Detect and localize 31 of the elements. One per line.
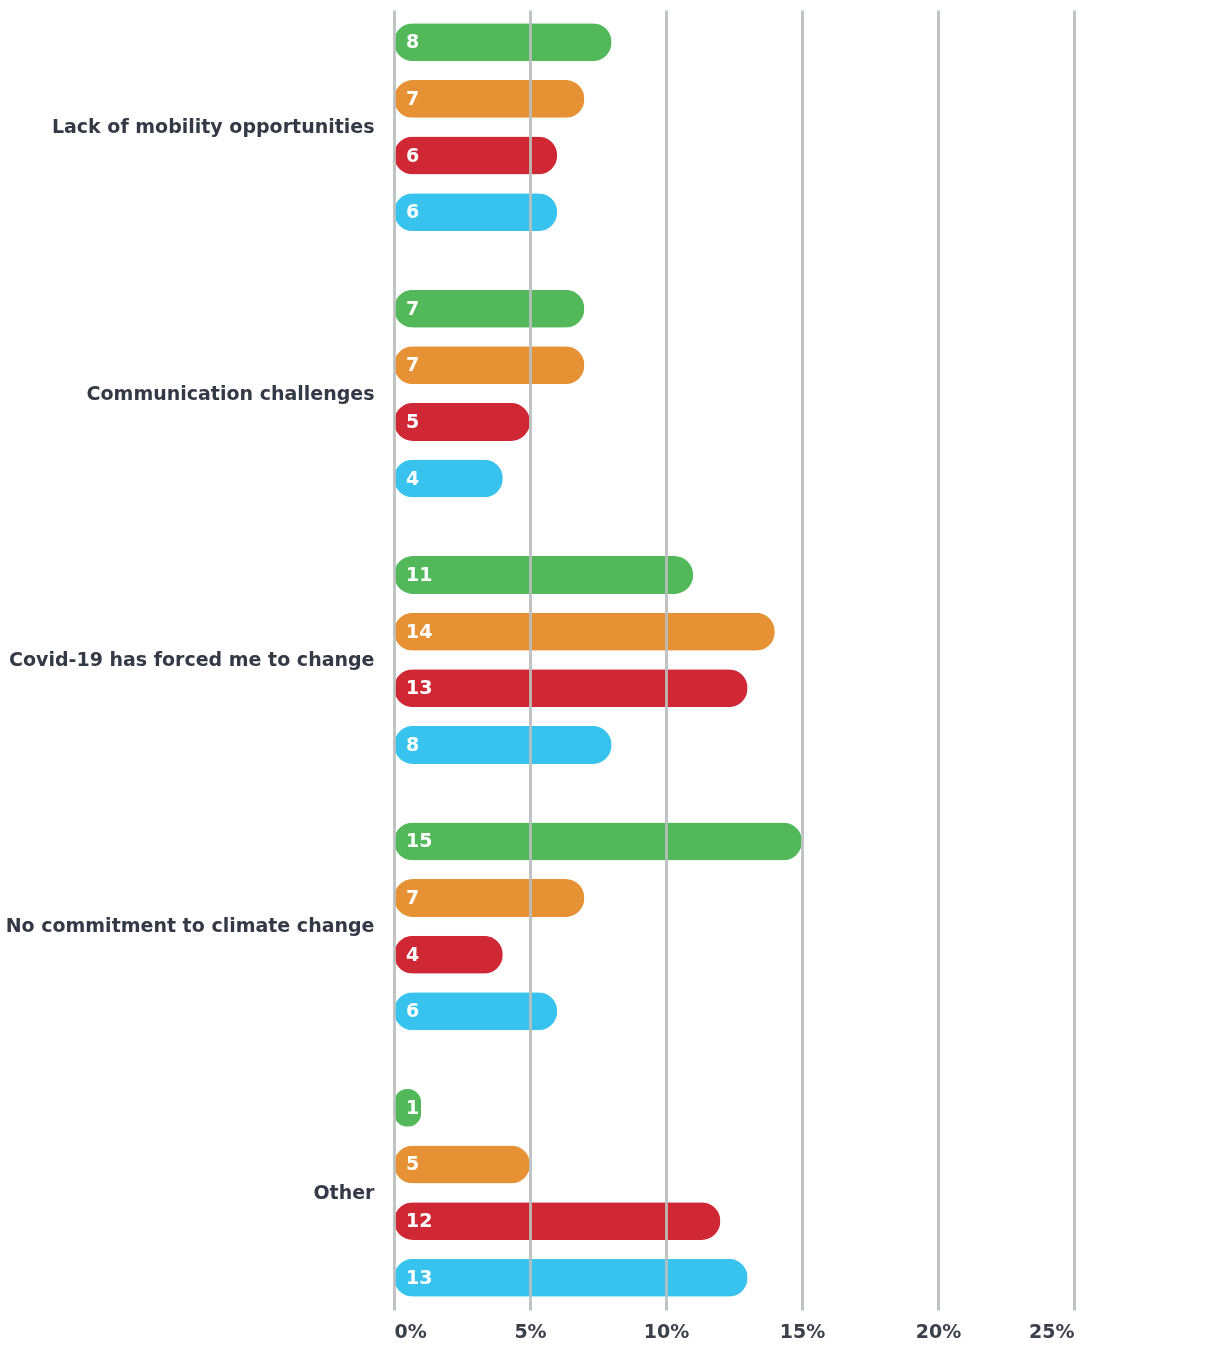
data-label: 15 [406,829,433,852]
data-label: 6 [406,200,420,223]
data-label: 1 [406,1095,420,1118]
data-label: 6 [406,143,420,166]
data-label: 8 [406,732,420,755]
x-tick-label: 15% [779,1319,826,1342]
data-label: 8 [406,30,420,53]
data-label: 13 [406,1265,433,1288]
x-tick-label: 5% [514,1319,547,1342]
y-tick-label: Other [313,1180,376,1203]
y-tick-label: Covid-19 has forced me to change [9,648,375,670]
data-label: 11 [406,563,433,586]
data-label: 4 [406,466,420,489]
data-label: 7 [406,353,420,376]
data-label: 12 [406,1209,433,1232]
y-tick-label: No commitment to climate change [5,914,375,937]
data-label: 4 [406,942,420,965]
y-tick-label: Communication challenges [86,381,375,404]
data-label: 13 [406,676,433,699]
x-tick-label: 0% [394,1319,427,1342]
data-label: 5 [406,1152,420,1175]
data-label: 14 [406,619,433,642]
data-label: 5 [406,409,420,432]
data-label: 7 [406,86,420,109]
x-tick-label: 10% [643,1319,690,1342]
y-tick-label: Lack of mobility opportunities [51,115,375,138]
x-tick-label: 25% [1029,1319,1075,1342]
data-label: 7 [406,296,420,319]
x-tick-label: 20% [915,1319,962,1342]
data-label: 7 [406,886,420,909]
data-label: 6 [406,999,420,1022]
